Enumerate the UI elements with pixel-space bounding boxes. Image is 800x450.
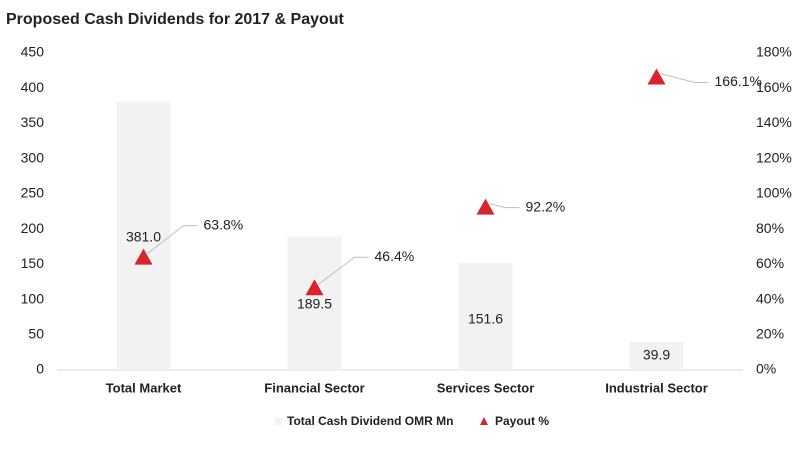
bar <box>458 263 513 370</box>
y2-tick-label: 0% <box>756 361 776 377</box>
leader-line <box>489 203 520 209</box>
chart-title: Proposed Cash Dividends for 2017 & Payou… <box>6 11 345 28</box>
leader-line <box>660 72 709 83</box>
y2-tick-label: 180% <box>756 44 792 60</box>
y-tick-label: 300 <box>21 149 45 165</box>
payout-marker <box>476 198 495 215</box>
leader-line <box>318 256 369 285</box>
bar <box>116 101 171 371</box>
bar-value-label: 39.9 <box>643 347 670 363</box>
y-tick-label: 350 <box>21 114 45 130</box>
y-tick-label: 150 <box>21 255 45 271</box>
bar <box>287 236 342 370</box>
payout-value-label: 92.2% <box>526 198 566 214</box>
y-tick-label: 450 <box>21 44 45 60</box>
legend-swatch <box>480 417 488 425</box>
y-tick-label: 0 <box>36 361 44 377</box>
bar-value-label: 151.6 <box>468 311 503 327</box>
legend-label: Payout % <box>495 414 549 428</box>
x-tick-label: Services Sector <box>437 380 535 395</box>
y2-tick-label: 120% <box>756 149 792 165</box>
legend-swatch <box>275 418 282 425</box>
payout-marker <box>647 68 666 85</box>
y-tick-label: 200 <box>21 220 45 236</box>
bar-value-label: 381.0 <box>126 229 161 245</box>
y-tick-label: 400 <box>21 79 45 95</box>
y2-tick-label: 40% <box>756 290 784 306</box>
bar-value-label: 189.5 <box>297 296 332 312</box>
legend-label: Total Cash Dividend OMR Mn <box>287 414 453 428</box>
y-tick-label: 100 <box>21 290 45 306</box>
leader-line <box>147 225 198 255</box>
y2-tick-label: 20% <box>756 325 784 341</box>
payout-value-label: 46.4% <box>375 248 415 264</box>
payout-marker <box>134 248 153 265</box>
y2-tick-label: 160% <box>756 79 792 95</box>
payout-marker <box>305 279 324 296</box>
y2-tick-label: 100% <box>756 185 792 201</box>
y2-tick-label: 60% <box>756 255 784 271</box>
y2-tick-label: 140% <box>756 114 792 130</box>
payout-value-label: 166.1% <box>715 73 762 89</box>
x-tick-label: Total Market <box>106 380 182 395</box>
bar <box>629 341 684 370</box>
x-tick-label: Financial Sector <box>264 380 364 395</box>
y-tick-label: 250 <box>21 185 45 201</box>
x-tick-label: Industrial Sector <box>605 380 708 395</box>
payout-value-label: 63.8% <box>204 216 244 232</box>
y-tick-label: 50 <box>28 325 44 341</box>
y2-tick-label: 80% <box>756 220 784 236</box>
